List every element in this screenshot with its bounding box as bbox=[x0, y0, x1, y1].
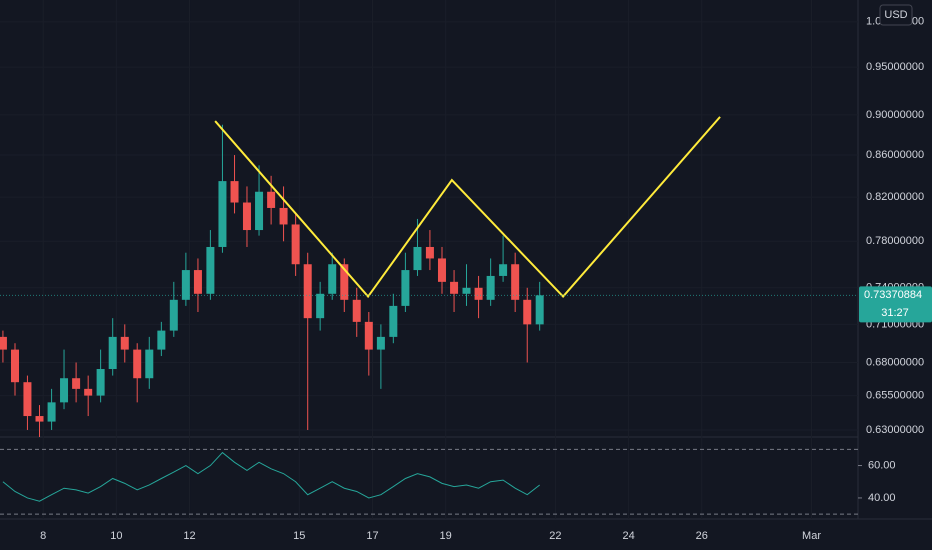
candle-body bbox=[108, 336, 117, 370]
currency-label: USD bbox=[884, 9, 907, 21]
candle-body bbox=[316, 293, 325, 319]
candle-body bbox=[499, 264, 508, 276]
candle-body bbox=[72, 378, 81, 389]
y-tick-label: 0.95000000 bbox=[866, 61, 924, 73]
countdown-label: 31:27 bbox=[881, 307, 909, 319]
candle-body bbox=[145, 349, 154, 379]
candle-body bbox=[450, 281, 459, 294]
candle-body bbox=[193, 270, 202, 294]
candle-body bbox=[303, 264, 312, 319]
candle-body bbox=[242, 202, 251, 231]
candle-body bbox=[218, 181, 227, 247]
candle-body bbox=[47, 402, 56, 422]
y-tick-label: 0.90000000 bbox=[866, 109, 924, 121]
candle-body bbox=[376, 336, 385, 350]
candle-body bbox=[120, 336, 129, 350]
currency-box bbox=[879, 4, 913, 26]
candle-body bbox=[364, 321, 373, 350]
candle-body bbox=[486, 275, 495, 300]
candle-body bbox=[84, 388, 93, 396]
x-tick-label: 17 bbox=[366, 530, 378, 542]
candle-body bbox=[352, 299, 361, 322]
candle-body bbox=[401, 270, 410, 306]
candle-body bbox=[462, 287, 471, 294]
candle-body bbox=[474, 287, 483, 300]
x-tick-label: 22 bbox=[549, 530, 561, 542]
candle-body bbox=[230, 181, 239, 203]
candle-body bbox=[425, 246, 434, 259]
candle-body bbox=[11, 349, 20, 383]
price-label: 0.73370884 bbox=[864, 289, 922, 301]
candle-body bbox=[523, 299, 532, 325]
candle-body bbox=[291, 224, 300, 265]
rsi-tick-label: 60.00 bbox=[868, 459, 896, 471]
rsi-line bbox=[2, 451, 540, 502]
candle-body bbox=[279, 207, 288, 225]
candle-body bbox=[181, 270, 190, 300]
candle-body bbox=[206, 246, 215, 294]
y-tick-label: 0.82000000 bbox=[866, 191, 924, 203]
candle-body bbox=[389, 305, 398, 337]
x-tick-label: 12 bbox=[183, 530, 195, 542]
candle-body bbox=[169, 299, 178, 331]
candle-body bbox=[267, 191, 276, 208]
rsi-tick-label: 40.00 bbox=[868, 492, 896, 504]
candle-body bbox=[23, 382, 32, 417]
candle-body bbox=[413, 246, 422, 271]
x-tick-label: 24 bbox=[622, 530, 634, 542]
x-tick-label: 15 bbox=[293, 530, 305, 542]
price-label-box bbox=[859, 286, 932, 323]
candle-body bbox=[328, 264, 337, 294]
y-tick-label: 0.63000000 bbox=[866, 424, 924, 436]
x-tick-label: 19 bbox=[440, 530, 452, 542]
candle-body bbox=[60, 378, 69, 403]
trend-drawing bbox=[214, 116, 721, 299]
candle-body bbox=[535, 295, 544, 325]
candle-body bbox=[157, 330, 166, 350]
candle-body bbox=[133, 349, 142, 379]
candle-body bbox=[0, 336, 7, 350]
y-tick-label: 0.86000000 bbox=[866, 149, 924, 161]
candle-body bbox=[255, 191, 264, 231]
candle-body bbox=[511, 264, 520, 300]
x-tick-label: 8 bbox=[40, 530, 46, 542]
candle-body bbox=[340, 264, 349, 300]
x-tick-label: 26 bbox=[696, 530, 708, 542]
candle-body bbox=[96, 369, 105, 396]
x-tick-label: 10 bbox=[110, 530, 122, 542]
y-tick-label: 0.78000000 bbox=[866, 235, 924, 247]
y-tick-label: 0.65500000 bbox=[866, 389, 924, 401]
x-tick-label: Mar bbox=[802, 530, 821, 542]
y-tick-label: 0.68000000 bbox=[866, 356, 924, 368]
candle-body bbox=[35, 416, 44, 422]
candle-body bbox=[437, 258, 446, 282]
